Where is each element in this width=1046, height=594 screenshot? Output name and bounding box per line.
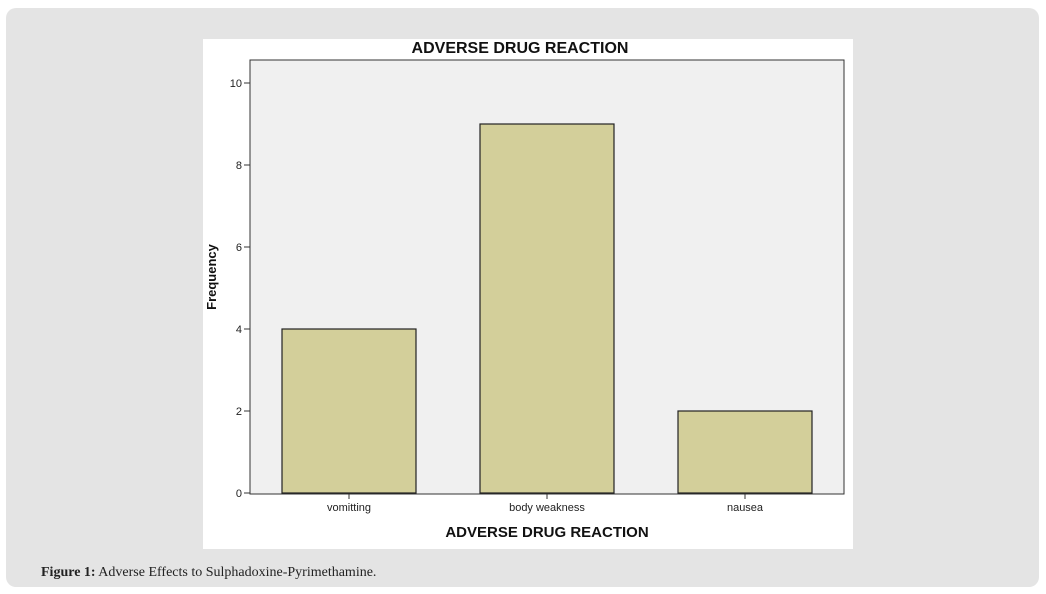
x-axis-label: ADVERSE DRUG REACTION [445, 524, 648, 541]
figure-panel: ADVERSE DRUG REACTION 0 2 4 6 8 10 vomitting b… [6, 8, 1039, 587]
y-tick-label: 10 [230, 78, 242, 90]
bar-chart: ADVERSE DRUG REACTION 0 2 4 6 8 10 vomitting b… [204, 40, 845, 541]
y-tick-label: 6 [236, 242, 242, 254]
y-tick-label: 4 [236, 324, 242, 336]
chart-container: ADVERSE DRUG REACTION 0 2 4 6 8 10 vomitting b… [203, 39, 853, 549]
y-axis: 0 2 4 6 8 10 [230, 78, 250, 500]
bars-group [281, 123, 813, 494]
caption-label: Figure 1: [41, 565, 96, 580]
x-tick-label: body weakness [509, 502, 585, 514]
bar-vomitting [281, 328, 417, 494]
y-tick-label: 2 [236, 406, 242, 418]
x-axis: vomitting body weakness nausea [327, 494, 764, 514]
figure-caption: Figure 1: Adverse Effects to Sulphadoxin… [41, 565, 376, 581]
bar-body-weakness [479, 123, 615, 494]
bar-nausea [677, 410, 813, 494]
chart-title: ADVERSE DRUG REACTION [412, 40, 629, 57]
caption-text: Adverse Effects to Sulphadoxine-Pyrimeth… [95, 565, 377, 580]
x-tick-label: vomitting [327, 502, 371, 514]
x-tick-label: nausea [727, 502, 764, 514]
y-tick-label: 0 [236, 488, 242, 500]
y-tick-label: 8 [236, 160, 242, 172]
y-axis-label: Frequency [204, 243, 219, 310]
